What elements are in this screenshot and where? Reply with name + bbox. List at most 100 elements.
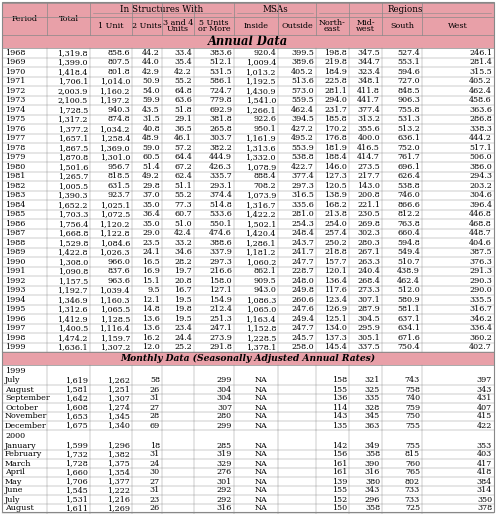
Text: 240.4: 240.4 [357, 267, 380, 276]
Text: 77.3: 77.3 [175, 201, 192, 209]
Text: 1,382: 1,382 [107, 450, 130, 458]
Text: 247.7: 247.7 [291, 324, 314, 332]
Bar [2, 3, 494, 17]
Text: 462.4: 462.4 [469, 87, 492, 95]
Text: 143: 143 [332, 413, 347, 420]
Text: 60.5: 60.5 [142, 153, 160, 161]
Text: 29.8: 29.8 [142, 182, 160, 190]
Text: 49.2: 49.2 [142, 172, 160, 180]
Text: 755.8: 755.8 [397, 106, 420, 114]
Text: 12.1: 12.1 [142, 296, 160, 304]
Text: 1998: 1998 [5, 334, 25, 342]
Text: 54.0: 54.0 [142, 87, 160, 95]
Text: 16.5: 16.5 [142, 258, 160, 266]
Text: 51.4: 51.4 [142, 163, 160, 171]
Text: 1,599: 1,599 [65, 442, 88, 450]
Text: 57.2: 57.2 [175, 144, 192, 152]
Text: east: east [324, 25, 341, 33]
Text: 405.2: 405.2 [469, 77, 492, 85]
Text: 31: 31 [150, 486, 160, 494]
Text: January: January [5, 442, 37, 450]
Text: 1,014.0: 1,014.0 [100, 77, 130, 85]
Text: 1973: 1973 [5, 96, 25, 104]
Text: 16.9: 16.9 [142, 267, 160, 276]
Text: 335.7: 335.7 [209, 172, 232, 180]
Text: 708.2: 708.2 [253, 182, 276, 190]
Text: 888.4: 888.4 [253, 172, 276, 180]
Text: 527.4: 527.4 [397, 49, 420, 57]
Text: 1,286.1: 1,286.1 [246, 238, 276, 247]
Text: 280.3: 280.3 [357, 238, 380, 247]
Text: 1985: 1985 [5, 210, 25, 218]
Text: 1,870.8: 1,870.8 [58, 153, 88, 161]
Text: 438.9: 438.9 [397, 267, 420, 276]
Text: 779.8: 779.8 [209, 96, 232, 104]
Text: 837.6: 837.6 [107, 267, 130, 276]
Text: 378: 378 [477, 505, 492, 512]
Text: 1,192.7: 1,192.7 [58, 286, 88, 294]
Text: 923.7: 923.7 [107, 191, 130, 199]
Text: 441.7: 441.7 [357, 96, 380, 104]
Text: 415: 415 [477, 413, 492, 420]
Text: 1,039.4: 1,039.4 [100, 286, 130, 294]
Text: 1,378.1: 1,378.1 [246, 343, 276, 351]
Text: 1968: 1968 [5, 49, 25, 57]
Text: 134.0: 134.0 [324, 324, 347, 332]
Text: 377.4: 377.4 [291, 172, 314, 180]
Text: 12.0: 12.0 [142, 343, 160, 351]
Text: 307.1: 307.1 [357, 296, 380, 304]
Text: 1,307: 1,307 [107, 395, 130, 402]
Text: 594.8: 594.8 [397, 238, 420, 247]
Text: 2 Units: 2 Units [132, 22, 162, 30]
Text: 249.8: 249.8 [291, 286, 314, 294]
Text: 19.7: 19.7 [174, 267, 192, 276]
Text: 1,160.2: 1,160.2 [100, 87, 130, 95]
Text: 1,354: 1,354 [107, 468, 130, 476]
Text: 120.1: 120.1 [324, 267, 347, 276]
Text: 909.5: 909.5 [253, 277, 276, 285]
Text: June: June [5, 486, 23, 494]
Text: 353: 353 [477, 442, 492, 450]
Text: 273.5: 273.5 [357, 163, 380, 171]
Text: 43.5: 43.5 [142, 106, 160, 114]
Text: August: August [5, 386, 34, 394]
Text: 248.4: 248.4 [291, 229, 314, 237]
Text: 1,163.4: 1,163.4 [246, 315, 276, 323]
Text: 161: 161 [332, 468, 347, 476]
Text: 26: 26 [150, 386, 160, 394]
Text: 1,332.0: 1,332.0 [246, 153, 276, 161]
Text: 1994: 1994 [5, 296, 25, 304]
Text: 1,301.0: 1,301.0 [100, 153, 130, 161]
Text: 1969: 1969 [5, 58, 25, 66]
Text: 380: 380 [365, 478, 380, 486]
Text: 123.4: 123.4 [324, 296, 347, 304]
Text: 1,653: 1,653 [65, 413, 88, 420]
Text: 1,668.8: 1,668.8 [58, 229, 88, 237]
Text: 374.4: 374.4 [209, 191, 232, 199]
Text: 62.4: 62.4 [174, 172, 192, 180]
Text: 246.1: 246.1 [469, 49, 492, 57]
Text: 743: 743 [405, 376, 420, 384]
Text: NA: NA [254, 395, 267, 402]
Text: July: July [5, 495, 20, 504]
Text: 1,340: 1,340 [107, 421, 130, 430]
Text: 345: 345 [365, 413, 380, 420]
Text: 150: 150 [332, 505, 347, 512]
Text: 154.9: 154.9 [209, 296, 232, 304]
Text: 36.4: 36.4 [142, 210, 160, 218]
Text: 36.5: 36.5 [174, 125, 192, 133]
Text: 14.8: 14.8 [142, 305, 160, 313]
Text: 248.0: 248.0 [291, 277, 314, 285]
Text: 922.6: 922.6 [253, 115, 276, 123]
Text: 1,157.5: 1,157.5 [58, 277, 88, 285]
Text: 313.2: 313.2 [357, 115, 380, 123]
Text: 319: 319 [217, 450, 232, 458]
Text: 280: 280 [217, 413, 232, 420]
Text: 631.5: 631.5 [107, 182, 130, 190]
Text: 343: 343 [477, 386, 492, 394]
Text: 1,009.4: 1,009.4 [246, 58, 276, 66]
Text: 360.2: 360.2 [469, 334, 492, 342]
Text: 733: 733 [405, 486, 420, 494]
Text: or More: or More [198, 25, 230, 33]
Text: 343: 343 [365, 486, 380, 494]
